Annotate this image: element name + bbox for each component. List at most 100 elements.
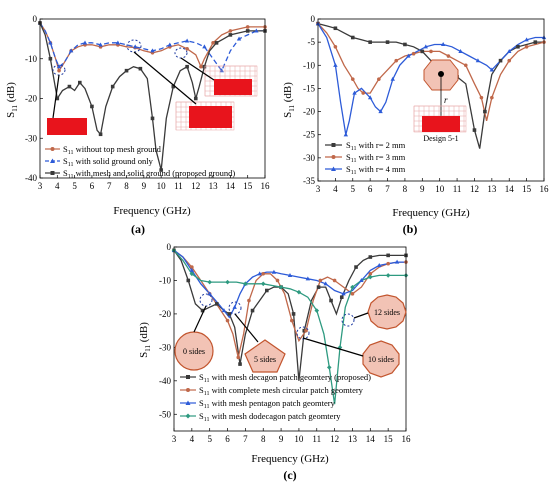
x-tick-label: 14 bbox=[366, 434, 376, 444]
x-tick-label: 8 bbox=[261, 434, 266, 444]
data-point bbox=[305, 276, 311, 281]
x-tick-label: 4 bbox=[55, 181, 60, 191]
data-point bbox=[472, 128, 477, 132]
data-point bbox=[318, 278, 323, 283]
legend-label-a-0: S11 without top mesh ground bbox=[63, 144, 162, 156]
y-tick-label: -10 bbox=[159, 275, 171, 285]
legend-item-b-1: S11 with r= 3 mm bbox=[325, 152, 406, 164]
y-tick-label: -20 bbox=[25, 94, 37, 104]
data-point bbox=[236, 355, 241, 360]
data-point bbox=[350, 292, 355, 296]
data-point bbox=[245, 25, 250, 29]
data-point bbox=[490, 95, 494, 100]
data-point bbox=[498, 58, 503, 63]
data-point bbox=[429, 49, 433, 54]
data-point bbox=[423, 44, 428, 49]
y-tick-label: -40 bbox=[159, 376, 171, 386]
x-tick-label: 9 bbox=[279, 434, 284, 444]
y-tick-label: -10 bbox=[303, 60, 315, 70]
data-point bbox=[124, 68, 129, 73]
data-point bbox=[341, 291, 346, 296]
data-point bbox=[185, 47, 189, 51]
data-point bbox=[228, 33, 233, 37]
x-tick-label: 15 bbox=[522, 184, 532, 194]
data-point bbox=[507, 58, 512, 63]
data-point bbox=[67, 84, 72, 89]
data-point bbox=[221, 308, 227, 313]
data-point bbox=[368, 40, 372, 44]
data-point bbox=[368, 255, 373, 259]
x-tick-label: 11 bbox=[453, 184, 462, 194]
x-tick-label: 3 bbox=[38, 181, 43, 191]
data-point bbox=[184, 38, 190, 43]
shape-0-sides: 0 sides bbox=[174, 331, 214, 371]
data-point bbox=[350, 77, 355, 81]
shape-10-sides: 10 sides bbox=[362, 340, 400, 378]
data-point bbox=[377, 263, 382, 267]
data-point bbox=[219, 68, 224, 73]
legend-item-a-0: S11 without top mesh ground bbox=[45, 144, 162, 156]
legend-item-c-2: S11 with mesh pentagon patch geomtery bbox=[180, 398, 336, 410]
inset-design-5-1: r Design 5-1 bbox=[413, 59, 467, 143]
x-tick-label: 16 bbox=[261, 181, 271, 191]
data-point bbox=[98, 42, 103, 47]
panel-b-ylabel: S11 (dB) bbox=[282, 82, 296, 118]
data-point bbox=[193, 96, 198, 101]
x-tick-label: 15 bbox=[384, 434, 394, 444]
data-point bbox=[475, 58, 481, 63]
legend-label-b-0: S11 with r= 2 mm bbox=[346, 140, 406, 152]
data-point bbox=[394, 58, 399, 63]
x-tick-label: 8 bbox=[124, 181, 129, 191]
data-point bbox=[227, 312, 232, 316]
x-tick-label: 6 bbox=[225, 434, 230, 444]
data-point bbox=[90, 104, 94, 109]
x-tick-label: 6 bbox=[368, 184, 373, 194]
data-point bbox=[287, 273, 293, 278]
legend-label-c-0: S11 with mesh decagon patch geomtery (pr… bbox=[199, 372, 371, 384]
data-point bbox=[333, 62, 338, 67]
x-tick-label: 3 bbox=[316, 184, 321, 194]
x-tick-label: 13 bbox=[487, 184, 497, 194]
data-point bbox=[516, 44, 520, 49]
x-tick-label: 5 bbox=[207, 434, 212, 444]
data-point bbox=[78, 80, 82, 85]
panel-c-plot-frame bbox=[173, 246, 407, 432]
data-point bbox=[257, 271, 262, 276]
data-point bbox=[403, 42, 407, 47]
data-point bbox=[406, 53, 411, 58]
x-tick-label: 7 bbox=[243, 434, 248, 444]
data-point bbox=[167, 42, 173, 47]
data-point bbox=[200, 308, 205, 313]
data-point bbox=[207, 279, 212, 285]
data-point bbox=[394, 259, 400, 264]
panel-c-ticks: 3 4 5 6 7 8 9 10 11 12 13 14 15 16 0 -10 -20 -30 -40 -50 bbox=[159, 242, 411, 444]
x-tick-label: 10 bbox=[157, 181, 167, 191]
data-point bbox=[232, 304, 237, 309]
y-tick-label: 0 bbox=[167, 242, 172, 252]
data-point bbox=[189, 271, 195, 277]
shape-0-sides-label: 0 sides bbox=[183, 347, 205, 356]
data-point bbox=[350, 35, 355, 40]
shape-5-sides-label: 5 sides bbox=[254, 355, 276, 364]
data-point bbox=[225, 279, 230, 285]
series-line-a-0 bbox=[39, 22, 265, 73]
data-point bbox=[507, 49, 512, 53]
data-point bbox=[323, 281, 328, 286]
data-point bbox=[489, 67, 495, 72]
data-point bbox=[333, 44, 338, 49]
shape-12-sides: 12 sides bbox=[367, 294, 407, 330]
y-tick-label: -30 bbox=[159, 342, 171, 352]
data-point bbox=[254, 28, 259, 33]
data-point bbox=[533, 40, 538, 44]
data-point bbox=[55, 96, 60, 101]
data-point bbox=[385, 273, 391, 278]
data-point bbox=[271, 269, 277, 274]
data-point bbox=[48, 56, 53, 61]
x-tick-label: 10 bbox=[435, 184, 445, 194]
legend-item-b-0: S11 with r= 2 mm bbox=[325, 140, 406, 152]
legend-label-c-3: S11 with mesh dodecagon patch geomtery bbox=[199, 411, 341, 423]
y-tick-label: -15 bbox=[303, 83, 315, 93]
series-line-c-0 bbox=[173, 249, 406, 381]
data-point bbox=[278, 284, 284, 290]
